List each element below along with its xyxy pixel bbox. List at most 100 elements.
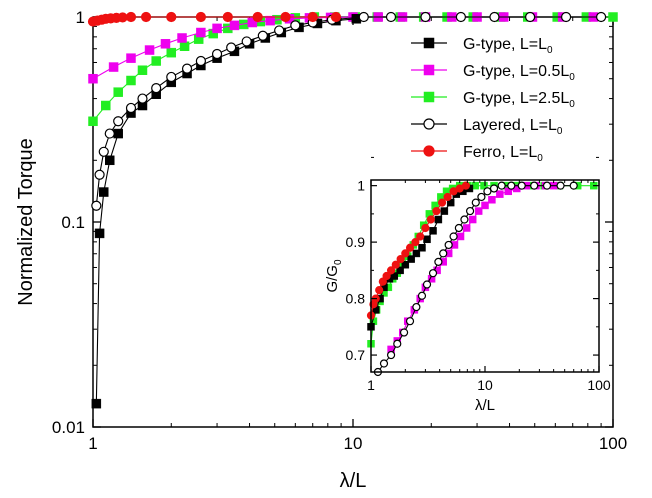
inset-data-point	[417, 291, 427, 300]
legend-swatch-marker	[423, 91, 435, 103]
main-data-point	[489, 11, 500, 23]
main-data-point	[94, 228, 105, 239]
main-data-point	[307, 11, 318, 23]
legend-entry-g-type-l-0-5l0: G-type, L=0.5L0	[411, 63, 575, 83]
inset-x-tick-label: 1	[367, 377, 375, 393]
inset-data-point	[468, 215, 477, 224]
inset-data-point	[517, 181, 526, 190]
main-data-point	[137, 93, 148, 104]
main-data-point	[151, 56, 161, 66]
inset-data-point	[429, 227, 437, 235]
inset-data-point	[449, 232, 458, 241]
inset-data-point	[489, 184, 499, 193]
inset-data-point	[481, 201, 489, 210]
inset-data-point	[432, 206, 441, 216]
main-series-ferro-l-l0	[87, 11, 342, 27]
inset-x-tick-label: 100	[587, 377, 611, 393]
main-y-tick-label: 0.1	[61, 213, 85, 232]
main-data-point	[252, 11, 263, 23]
inset-series-line	[377, 185, 574, 373]
main-data-point	[91, 200, 102, 211]
main-data-point	[126, 53, 136, 63]
main-data-point	[247, 17, 258, 28]
inset-data-point	[416, 232, 425, 241]
legend-label-sub: 0	[557, 126, 563, 137]
inset-y-tick-label: 0.8	[346, 291, 366, 307]
inset-data-point	[439, 249, 448, 258]
inset-data-point	[386, 266, 396, 275]
inset-data-point	[443, 192, 452, 202]
inset-y-axis-title-sub: 0	[333, 259, 344, 265]
legend-label-sub: 0	[537, 153, 543, 164]
inset-data-point	[418, 244, 426, 252]
main-data-point	[125, 102, 137, 114]
legend-label: Layered, L=L0	[463, 117, 563, 137]
legend-entry-ferro-l-l0: Ferro, L=L0	[411, 144, 543, 164]
inset-data-point	[434, 215, 443, 224]
main-data-point	[274, 25, 285, 36]
main-data-point	[101, 100, 111, 111]
main-data-point	[525, 11, 536, 23]
inset-data-point	[440, 207, 449, 215]
legend-label: Ferro, L=L0	[463, 144, 543, 164]
inset-series-layered-l-l0	[373, 181, 578, 377]
main-x-tick-label: 10	[344, 434, 363, 453]
legend-swatch-marker	[423, 145, 435, 157]
main-data-point	[99, 187, 109, 197]
inset-data-point	[477, 192, 486, 202]
inset-data-point	[405, 317, 415, 326]
main-data-point	[140, 11, 152, 23]
inset-data-point	[426, 215, 435, 224]
main-data-point	[125, 11, 137, 23]
main-data-point	[420, 11, 431, 23]
main-data-point	[177, 33, 187, 43]
inset-data-point	[530, 181, 539, 190]
main-data-point	[113, 87, 123, 97]
main-data-point	[195, 11, 206, 23]
inset-data-point	[569, 181, 578, 190]
main-data-point	[166, 71, 177, 83]
main-data-point	[166, 47, 177, 58]
main-x-tick-label: 1	[88, 434, 97, 453]
inset-y-tick-label: 0.9	[346, 234, 366, 250]
main-data-point	[108, 62, 119, 72]
inset-data-point	[434, 257, 443, 266]
legend-label-main: G-type, L=2.5L	[463, 90, 569, 107]
inset-data-point	[401, 260, 410, 269]
inset-data-point	[391, 260, 400, 269]
main-data-point	[358, 11, 369, 23]
inset-data-point	[411, 238, 420, 247]
inset-data-point	[382, 271, 391, 281]
main-data-point	[105, 155, 115, 166]
inset-data-point	[375, 286, 384, 295]
legend-label-sub: 0	[569, 99, 575, 110]
inset-data-point	[399, 328, 409, 337]
main-data-point	[608, 12, 618, 22]
main-data-point	[144, 45, 155, 55]
main-data-point	[113, 128, 123, 139]
legend-label-main: G-type, L=L	[463, 36, 547, 53]
main-data-point	[126, 75, 136, 86]
inset-data-point	[412, 249, 421, 258]
main-y-tick-label: 0.01	[52, 418, 85, 437]
inset-data-point	[437, 198, 447, 207]
main-data-point	[330, 11, 342, 23]
inset-x-axis-title: λ/L	[475, 397, 495, 414]
main-data-point	[229, 20, 240, 31]
inset-data-point	[405, 243, 415, 252]
inset-series-group	[366, 181, 598, 377]
inset-data-point	[496, 190, 504, 198]
inset-y-axis-title-main: G/G	[324, 265, 341, 293]
legend-entry-layered-l-l0: Layered, L=L0	[411, 117, 563, 137]
inset-data-point	[497, 181, 506, 190]
inset-data-point	[465, 206, 475, 216]
inset-data-point	[412, 302, 421, 312]
main-data-point	[226, 42, 237, 53]
main-data-point	[290, 20, 301, 31]
legend-label-sub: 0	[547, 45, 553, 56]
inset-data-point	[386, 350, 396, 360]
main-x-axis-title: λ/L	[340, 470, 367, 492]
legend-swatch-marker	[423, 118, 435, 130]
